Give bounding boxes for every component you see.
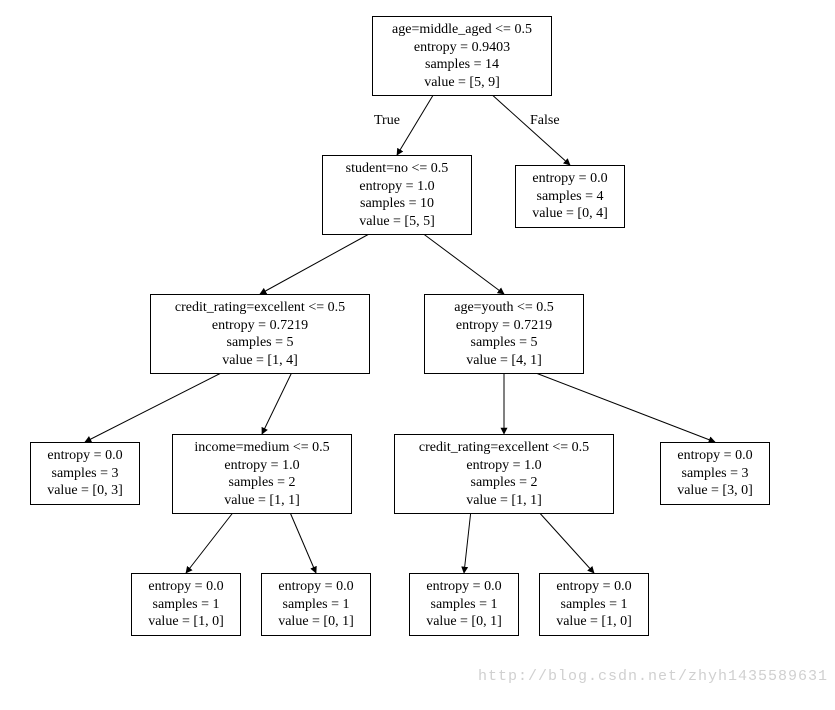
tree-node-line: entropy = 0.7219: [433, 317, 575, 335]
tree-edge: [262, 370, 293, 434]
tree-edge: [397, 92, 435, 155]
tree-node-line: value = [5, 5]: [331, 213, 463, 231]
tree-node: entropy = 0.0samples = 1value = [1, 0]: [539, 573, 649, 636]
tree-node-line: samples = 1: [418, 596, 510, 614]
tree-edge: [260, 231, 375, 294]
tree-edge: [85, 370, 227, 442]
tree-node-line: entropy = 0.0: [524, 170, 616, 188]
tree-node-line: entropy = 0.7219: [159, 317, 361, 335]
tree-node-line: value = [1, 0]: [140, 613, 232, 631]
tree-node-line: samples = 2: [181, 474, 343, 492]
tree-node-line: age=youth <= 0.5: [433, 299, 575, 317]
tree-node-line: samples = 4: [524, 188, 616, 206]
tree-node-line: entropy = 0.0: [548, 578, 640, 596]
tree-node-line: value = [0, 1]: [270, 613, 362, 631]
tree-node-line: entropy = 0.0: [270, 578, 362, 596]
tree-node-line: value = [1, 4]: [159, 352, 361, 370]
tree-node: credit_rating=excellent <= 0.5entropy = …: [394, 434, 614, 514]
tree-node-line: value = [0, 4]: [524, 205, 616, 223]
tree-node-line: age=middle_aged <= 0.5: [381, 21, 543, 39]
tree-node: entropy = 0.0samples = 3value = [0, 3]: [30, 442, 140, 505]
tree-node-line: samples = 3: [669, 465, 761, 483]
tree-node-line: credit_rating=excellent <= 0.5: [403, 439, 605, 457]
tree-node-line: student=no <= 0.5: [331, 160, 463, 178]
tree-node-line: samples = 1: [140, 596, 232, 614]
watermark-text: http://blog.csdn.net/zhyh1435589631: [478, 668, 828, 685]
tree-edge: [420, 231, 505, 294]
tree-node-line: samples = 5: [433, 334, 575, 352]
tree-node-line: entropy = 0.0: [418, 578, 510, 596]
tree-node: entropy = 0.0samples = 3value = [3, 0]: [660, 442, 770, 505]
tree-node-line: samples = 3: [39, 465, 131, 483]
tree-node-line: entropy = 0.9403: [381, 39, 543, 57]
tree-node-line: samples = 5: [159, 334, 361, 352]
tree-node-line: samples = 2: [403, 474, 605, 492]
tree-node-line: credit_rating=excellent <= 0.5: [159, 299, 361, 317]
tree-node: entropy = 0.0samples = 1value = [1, 0]: [131, 573, 241, 636]
tree-node-line: entropy = 1.0: [331, 178, 463, 196]
tree-edge: [186, 510, 235, 573]
tree-edge: [537, 510, 594, 573]
tree-node: student=no <= 0.5entropy = 1.0samples = …: [322, 155, 472, 235]
tree-node-line: value = [1, 1]: [403, 492, 605, 510]
tree-node: entropy = 0.0samples = 1value = [0, 1]: [409, 573, 519, 636]
tree-node-line: value = [1, 1]: [181, 492, 343, 510]
tree-node-line: value = [1, 0]: [548, 613, 640, 631]
edge-label-true: True: [374, 113, 400, 129]
tree-edge: [289, 510, 316, 573]
tree-edge: [528, 370, 715, 442]
tree-node: age=middle_aged <= 0.5entropy = 0.9403sa…: [372, 16, 552, 96]
tree-node: entropy = 0.0samples = 1value = [0, 1]: [261, 573, 371, 636]
tree-node: credit_rating=excellent <= 0.5entropy = …: [150, 294, 370, 374]
tree-node: age=youth <= 0.5entropy = 0.7219samples …: [424, 294, 584, 374]
tree-node-line: samples = 1: [270, 596, 362, 614]
tree-node: entropy = 0.0samples = 4value = [0, 4]: [515, 165, 625, 228]
tree-node-line: entropy = 1.0: [403, 457, 605, 475]
tree-node-line: samples = 1: [548, 596, 640, 614]
tree-node-line: entropy = 0.0: [669, 447, 761, 465]
tree-node-line: value = [5, 9]: [381, 74, 543, 92]
tree-node-line: samples = 14: [381, 56, 543, 74]
tree-node-line: income=medium <= 0.5: [181, 439, 343, 457]
tree-node-line: entropy = 0.0: [140, 578, 232, 596]
tree-node-line: entropy = 1.0: [181, 457, 343, 475]
tree-node-line: value = [0, 1]: [418, 613, 510, 631]
tree-node-line: value = [3, 0]: [669, 482, 761, 500]
tree-edge: [464, 510, 471, 573]
tree-node-line: value = [4, 1]: [433, 352, 575, 370]
tree-node: income=medium <= 0.5entropy = 1.0samples…: [172, 434, 352, 514]
tree-node-line: value = [0, 3]: [39, 482, 131, 500]
tree-node-line: samples = 10: [331, 195, 463, 213]
edge-label-false: False: [530, 113, 560, 129]
tree-node-line: entropy = 0.0: [39, 447, 131, 465]
